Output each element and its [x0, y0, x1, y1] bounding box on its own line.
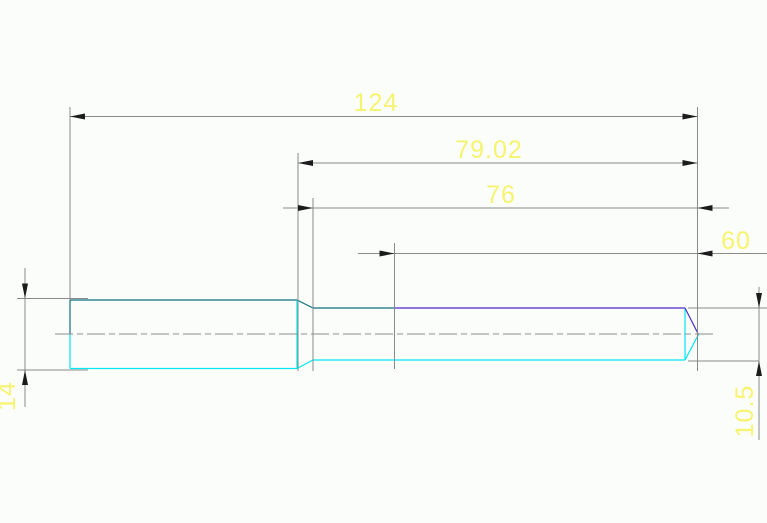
dimension-value-left-diameter: 14 — [0, 381, 21, 411]
cone-top-edge — [684, 307, 700, 335]
dimension-value-thread-length: 60 — [721, 227, 751, 255]
arrowhead-left-icon — [298, 205, 313, 211]
dimension-value-body-length: 76 — [486, 181, 516, 209]
arrowhead-left-icon — [70, 113, 85, 120]
taper-top-edge — [296, 299, 314, 309]
arrowhead-left-icon — [379, 250, 395, 257]
dimension-body-length: 76 — [283, 181, 729, 371]
dimension-step-length: 79.02 — [297, 136, 698, 371]
arrowhead-right-icon — [697, 205, 713, 211]
arrowhead-right-icon — [682, 113, 698, 120]
arrowhead-right-icon — [697, 250, 713, 257]
dimension-left-diameter: 14 — [0, 268, 88, 411]
dimension-value-step-length: 79.02 — [455, 136, 523, 164]
dimension-thread-length: 60 — [358, 227, 767, 369]
part-outline — [55, 299, 713, 370]
arrowhead-top-icon — [22, 283, 28, 299]
arrowhead-top-icon — [756, 293, 762, 308]
cone-bottom-edge — [684, 334, 700, 361]
dimension-value-overall-length: 124 — [354, 89, 399, 117]
dimension-overall-length: 124 — [69, 89, 698, 371]
arrowhead-bottom-icon — [22, 370, 28, 385]
arrowhead-right-icon — [682, 160, 698, 166]
dimension-value-right-diameter: 10.5 — [731, 385, 759, 438]
dimension-right-diameter: 10.5 — [688, 287, 767, 440]
arrowhead-left-icon — [298, 160, 313, 166]
taper-bottom-edge — [296, 359, 314, 370]
arrowhead-bottom-icon — [756, 361, 762, 376]
